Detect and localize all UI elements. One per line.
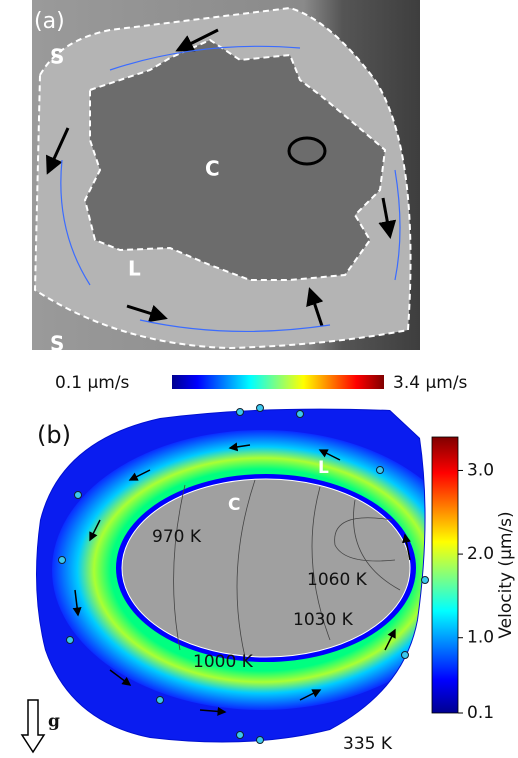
region-label: L bbox=[128, 257, 141, 281]
isotherm-label: 1030 K bbox=[293, 610, 354, 630]
trajectories bbox=[60, 45, 401, 333]
region-label: S bbox=[50, 45, 64, 69]
gravity-arrow bbox=[20, 699, 46, 754]
gravity-label: g bbox=[484, 323, 498, 347]
region-label: C bbox=[228, 495, 240, 515]
colorbar-max: 3.4 µm/s bbox=[393, 373, 468, 393]
colorbar-title: Velocity (µm/s) bbox=[496, 511, 516, 638]
region-label: L bbox=[318, 458, 329, 478]
isotherm-lines bbox=[173, 479, 401, 658]
colorbar-tick-label: 0.1 bbox=[467, 703, 494, 723]
mask bbox=[12, 400, 518, 758]
flow-arrows bbox=[46, 28, 397, 327]
velocity-colorbar: 3.0 2.0 1.0 0.1 Velocity (µm/s) bbox=[431, 436, 516, 723]
colorbar-tick-label: 2.0 bbox=[467, 544, 494, 564]
panel-a: (a) S S G C L g bbox=[32, 0, 498, 356]
region-label: C bbox=[205, 157, 220, 181]
crystal-region bbox=[83, 38, 387, 281]
isotherm-label: 1000 K bbox=[193, 652, 254, 672]
boundary-temperature: 335 K bbox=[343, 734, 393, 754]
colorbar-tick-label: 1.0 bbox=[467, 628, 494, 648]
colorbar-gradient bbox=[431, 436, 459, 714]
colorbar-tick-label: 3.0 bbox=[467, 460, 494, 480]
panel-label: (a) bbox=[34, 9, 65, 34]
region-label: S bbox=[50, 332, 64, 356]
tracer-particles bbox=[58, 404, 429, 744]
colorbar-min: 0.1 µm/s bbox=[55, 373, 130, 393]
crystal bbox=[121, 478, 411, 658]
region-label: G bbox=[470, 107, 486, 131]
isotherm-label: 1060 K bbox=[307, 570, 368, 590]
marker-circle bbox=[287, 136, 327, 166]
flow-arrows bbox=[72, 442, 411, 716]
panel-label: (b) bbox=[37, 421, 71, 449]
panel-b: (b) C L 970 K 1060 K 1030 K 1000 K 335 K… bbox=[12, 400, 518, 758]
gravity-label: g bbox=[48, 712, 60, 732]
colorbar bbox=[172, 375, 384, 389]
isotherm-label: 970 K bbox=[152, 527, 202, 547]
